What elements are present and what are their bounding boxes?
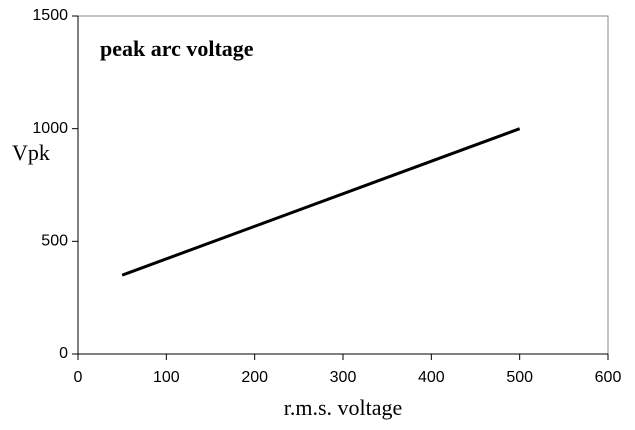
y-tick-label: 0 — [59, 345, 68, 362]
x-tick-label: 400 — [418, 369, 445, 386]
y-tick-label: 1000 — [32, 120, 68, 137]
x-axis-label: r.m.s. voltage — [284, 395, 403, 420]
x-tick-label: 600 — [595, 369, 622, 386]
x-tick-label: 100 — [153, 369, 180, 386]
x-tick-label: 200 — [241, 369, 268, 386]
y-tick-label: 1500 — [32, 7, 68, 24]
plot-frame — [77, 15, 609, 355]
chart-title: peak arc voltage — [100, 36, 254, 61]
x-tick-label: 300 — [330, 369, 357, 386]
y-axis-label: Vpk — [12, 140, 50, 165]
data-line — [121, 127, 521, 277]
x-tick-label: 500 — [506, 369, 533, 386]
x-tick-label: 0 — [74, 369, 83, 386]
y-tick-label: 500 — [41, 233, 68, 250]
